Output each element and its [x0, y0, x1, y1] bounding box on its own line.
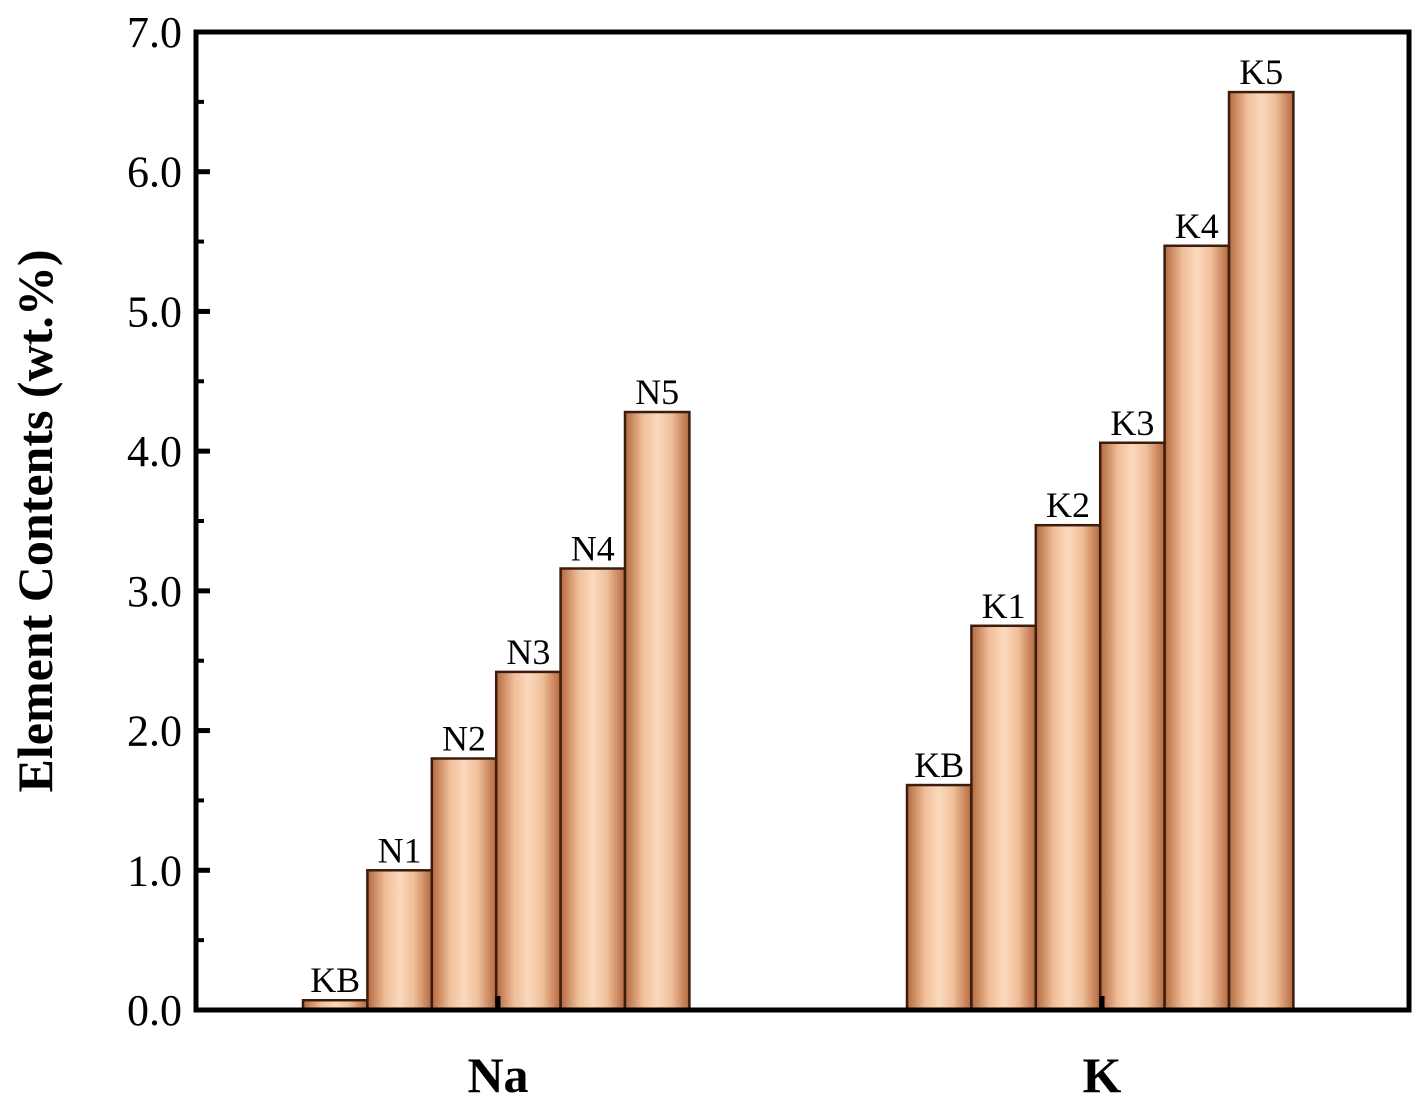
y-tick-label: 5.0: [127, 287, 182, 336]
y-tick-label: 6.0: [127, 148, 182, 197]
y-tick-label: 0.0: [127, 986, 182, 1035]
y-tick-label: 1.0: [127, 846, 182, 895]
bar-na-n2: [430, 757, 498, 1012]
bar-data-label: N4: [571, 529, 615, 569]
y-tick-label: 2.0: [127, 707, 182, 756]
bar-data-label: KB: [310, 960, 360, 1000]
bar-labels-group: KB N1 N2 N3 N4 N5 KB K1 K2 K3 K4 K5: [310, 52, 1283, 1000]
x-category-label: Na: [467, 1047, 528, 1103]
bar-data-label: N1: [378, 830, 422, 870]
bar-k-k2: [1034, 523, 1102, 1012]
y-tick-label: 7.0: [127, 8, 182, 57]
x-category-label: K: [1083, 1047, 1122, 1103]
y-tick-label: 3.0: [127, 567, 182, 616]
x-axis-ticks: Na K: [467, 996, 1122, 1103]
bar-na-n4: [559, 567, 627, 1012]
bar-k-kb: [905, 783, 973, 1012]
bar-data-label: K2: [1046, 485, 1090, 525]
bar-data-label: N3: [506, 632, 550, 672]
bar-data-label: KB: [914, 745, 964, 785]
bar-k-k1: [970, 624, 1038, 1012]
bar-data-label: K5: [1239, 52, 1283, 92]
bar-data-label: N5: [635, 372, 679, 412]
bar-data-label: K4: [1175, 206, 1219, 246]
y-axis-ticks: 0.0 1.0 2.0 3.0 4.0 5.0 6.0 7.0: [127, 8, 210, 1035]
bar-k-k3: [1098, 441, 1166, 1012]
bar-na-n3: [494, 670, 562, 1012]
bar-k-k4: [1163, 244, 1231, 1012]
y-tick-label: 4.0: [127, 427, 182, 476]
bar-na-n5: [623, 410, 691, 1012]
bars-group: [301, 90, 1295, 1012]
bar-na-n1: [366, 869, 434, 1012]
bar-k-k5: [1227, 90, 1295, 1012]
bar-data-label: K3: [1110, 403, 1154, 443]
bar-data-label: N2: [442, 719, 486, 759]
bar-data-label: K1: [982, 586, 1026, 626]
y-axis-label: Element Contents (wt.%): [7, 250, 63, 793]
